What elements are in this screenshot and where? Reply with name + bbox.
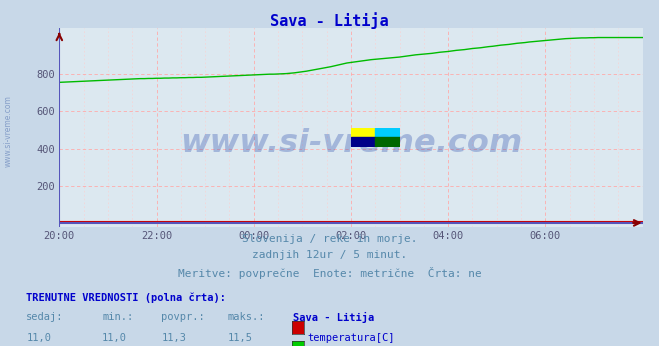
- Text: Meritve: povprečne  Enote: metrične  Črta: ne: Meritve: povprečne Enote: metrične Črta:…: [178, 267, 481, 279]
- Bar: [351, 137, 375, 147]
- Bar: [351, 128, 375, 137]
- Bar: [375, 137, 399, 147]
- Text: min.:: min.:: [102, 312, 133, 322]
- Text: Sava - Litija: Sava - Litija: [270, 12, 389, 29]
- Text: 11,3: 11,3: [161, 333, 186, 343]
- Text: www.si-vreme.com: www.si-vreme.com: [180, 128, 522, 158]
- Text: TRENUTNE VREDNOSTI (polna črta):: TRENUTNE VREDNOSTI (polna črta):: [26, 292, 226, 303]
- Text: zadnjih 12ur / 5 minut.: zadnjih 12ur / 5 minut.: [252, 250, 407, 260]
- Bar: [375, 128, 399, 137]
- Text: Sava - Litija: Sava - Litija: [293, 312, 374, 324]
- Text: povpr.:: povpr.:: [161, 312, 205, 322]
- Text: maks.:: maks.:: [227, 312, 265, 322]
- Text: 11,0: 11,0: [102, 333, 127, 343]
- Text: 11,0: 11,0: [26, 333, 51, 343]
- Text: 11,5: 11,5: [227, 333, 252, 343]
- Text: Slovenija / reke in morje.: Slovenija / reke in morje.: [242, 234, 417, 244]
- Text: temperatura[C]: temperatura[C]: [308, 333, 395, 343]
- Text: sedaj:: sedaj:: [26, 312, 64, 322]
- Text: www.si-vreme.com: www.si-vreme.com: [3, 95, 13, 167]
